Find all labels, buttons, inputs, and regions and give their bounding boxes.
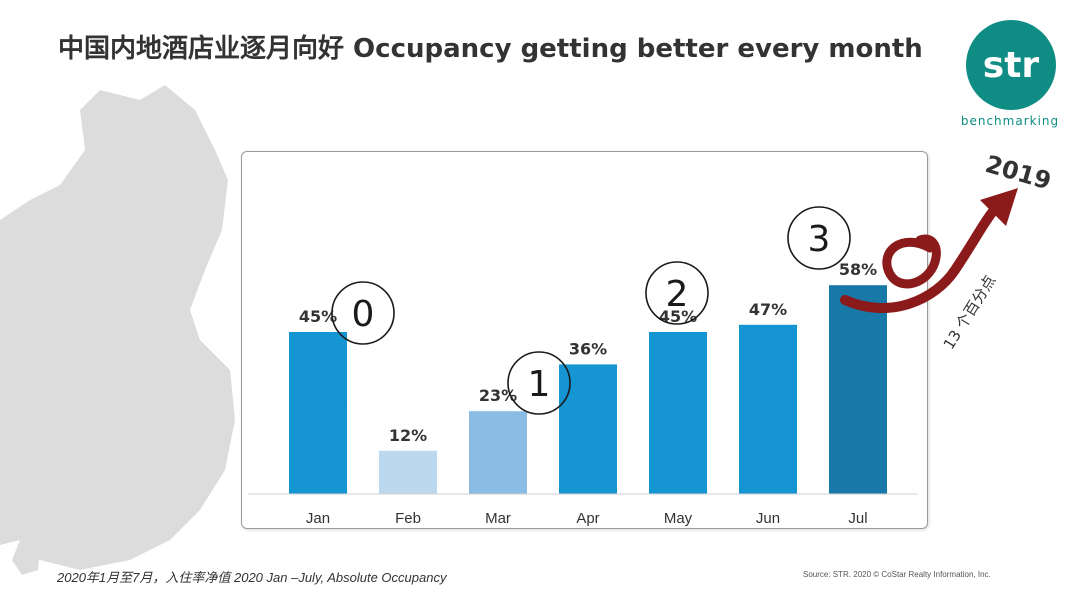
map-island (12, 540, 40, 575)
step-marker-label-2: 2 (666, 274, 689, 315)
step-marker-label-3: 3 (808, 219, 831, 260)
bars-layer (289, 285, 887, 494)
arrow-stem (840, 200, 1003, 313)
bar-jun (739, 324, 797, 494)
arrow-loop (882, 234, 941, 289)
bar-jul (829, 285, 887, 494)
bar-feb (379, 450, 437, 494)
x-tick-feb: Feb (395, 510, 421, 527)
value-label-may: 45% (659, 307, 697, 326)
step-marker-circle-0 (331, 281, 395, 345)
x-tick-mar: Mar (485, 510, 511, 527)
x-tick-jan: Jan (306, 510, 330, 527)
step-markers-layer: 0 1 2 3 (331, 206, 851, 415)
value-label-jun: 47% (749, 300, 787, 319)
x-tick-may: May (664, 510, 693, 527)
bar-apr (559, 364, 617, 494)
x-tick-apr: Apr (576, 510, 599, 527)
bar-mar (469, 411, 527, 494)
x-tick-jun: Jun (756, 510, 780, 527)
bar-may (649, 332, 707, 494)
footnote-occupancy: 2020年1月至7月，入住率净值 2020 Jan –July, Absolut… (57, 570, 447, 585)
x-tick-jul: Jul (848, 510, 867, 527)
step-marker-label-0: 0 (352, 294, 375, 335)
bar-jan (289, 332, 347, 494)
value-label-feb: 12% (389, 426, 427, 445)
value-label-apr: 36% (569, 339, 607, 358)
value-label-mar: 23% (479, 386, 517, 405)
str-logo: str (966, 20, 1056, 110)
step-marker-circle-2 (645, 261, 709, 325)
x-tick-labels-layer: Jan Feb Mar Apr May Jun Jul (306, 510, 868, 527)
logo-subtitle: benchmarking (960, 114, 1060, 128)
step-marker-circle-1 (507, 351, 571, 415)
trend-arrow (840, 200, 1003, 313)
value-label-jul: 58% (839, 260, 877, 279)
value-label-jan: 45% (299, 307, 337, 326)
footnote-source: Source: STR. 2020 © CoStar Realty Inform… (803, 570, 991, 579)
arrow-head (980, 188, 1018, 226)
step-marker-label-1: 1 (528, 364, 551, 405)
page-title: 中国内地酒店业逐月向好 Occupancy getting better eve… (58, 34, 923, 64)
map-silhouette (0, 85, 235, 570)
value-labels-layer: 45% 12% 23% 36% 45% 47% 58% (299, 260, 877, 445)
step-marker-circle-3 (787, 206, 851, 270)
